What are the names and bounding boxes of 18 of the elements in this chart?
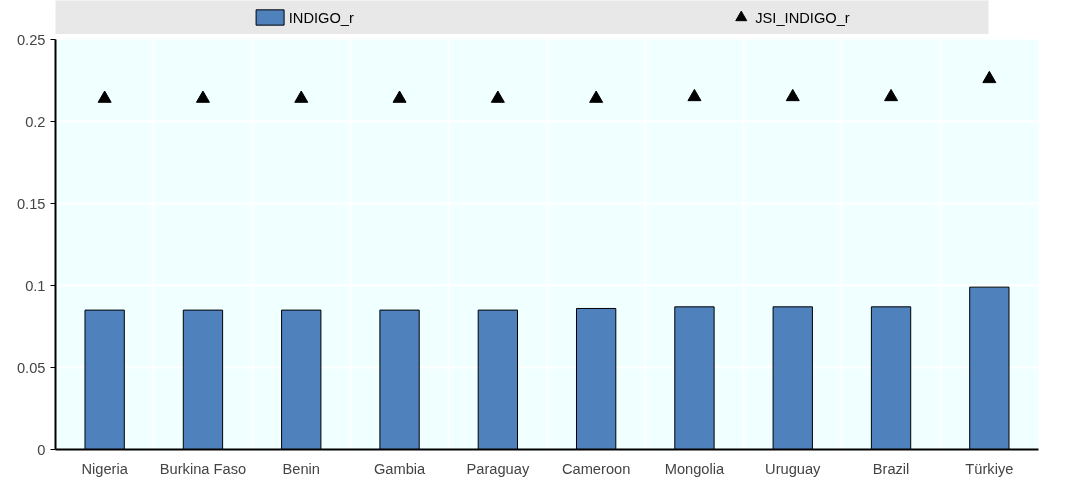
x-tick-label: Burkina Faso xyxy=(159,460,247,477)
y-tick-label: 0 xyxy=(37,441,46,458)
x-tick-label: Brazil xyxy=(872,460,910,477)
y-tick-label: 0.25 xyxy=(16,31,46,48)
y-tick-label: 0.2 xyxy=(25,113,46,130)
x-tick-label: Uruguay xyxy=(765,460,822,477)
y-tick-label: 0.1 xyxy=(25,277,46,294)
y-tick-label: 0.15 xyxy=(16,195,46,212)
x-tick-label: Paraguay xyxy=(466,460,530,477)
legend-label: INDIGO_r xyxy=(288,9,355,26)
x-tick-label: Cameroon xyxy=(561,460,631,477)
y-tick-label: 0.05 xyxy=(16,359,46,376)
x-tick-label: Türkiye xyxy=(965,460,1014,477)
x-tick-label: Nigeria xyxy=(81,460,129,477)
x-tick-label: Gambia xyxy=(373,460,427,477)
x-tick-label: Benin xyxy=(282,460,321,477)
x-tick-label: Mongolia xyxy=(664,460,726,477)
legend-label: JSI_INDIGO_r xyxy=(755,9,850,26)
